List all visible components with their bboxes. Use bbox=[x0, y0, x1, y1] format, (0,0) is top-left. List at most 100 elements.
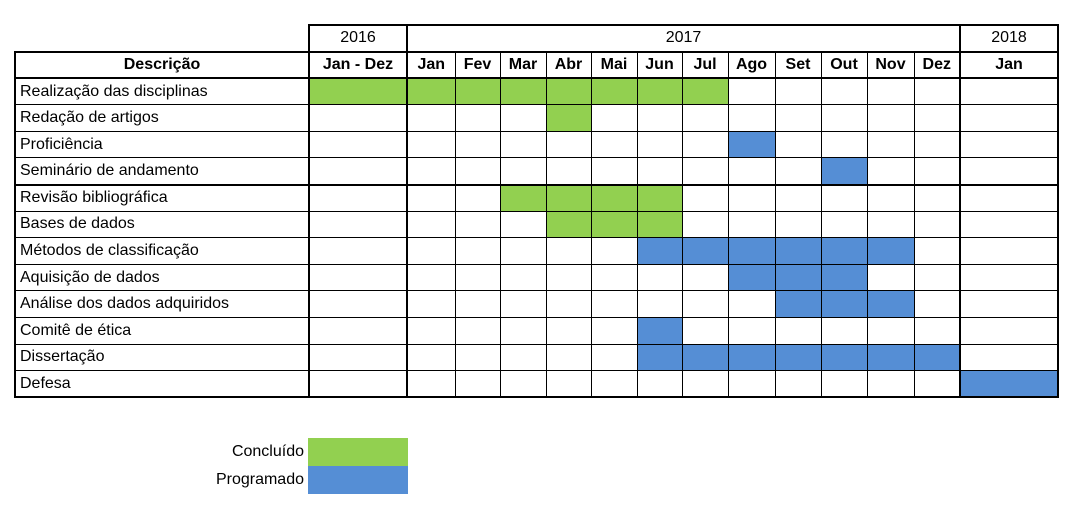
task-cell bbox=[454, 130, 501, 159]
task-cell bbox=[454, 317, 501, 345]
schedule-table: 2016 2017 2018 Descrição Jan - Dez Jan Fev Mar A… bbox=[14, 24, 1059, 399]
month-header-cell: Fev bbox=[454, 51, 501, 80]
task-bar-programado bbox=[820, 263, 868, 292]
task-bar-concluido bbox=[545, 210, 592, 239]
task-cell bbox=[454, 157, 501, 186]
legend-label: Programado bbox=[215, 471, 304, 488]
task-cell bbox=[727, 104, 776, 132]
task-row: Análise dos dados adquiridos bbox=[14, 290, 1059, 319]
task-cell bbox=[499, 370, 547, 399]
task-bar-concluido bbox=[406, 77, 456, 106]
task-bar-programado bbox=[866, 343, 915, 372]
month-header-cell: Ago bbox=[727, 51, 776, 80]
task-cell bbox=[866, 104, 915, 132]
task-cell bbox=[820, 184, 868, 212]
task-row: Aquisição de dados bbox=[14, 263, 1059, 292]
task-cell bbox=[499, 237, 547, 265]
task-cell bbox=[406, 263, 456, 292]
task-cell bbox=[636, 370, 683, 399]
task-bar-programado bbox=[681, 237, 729, 265]
task-bar-programado bbox=[820, 290, 868, 319]
task-bar-programado bbox=[774, 290, 822, 319]
task-cell bbox=[636, 263, 683, 292]
task-bar-concluido bbox=[545, 104, 592, 132]
task-name: Aquisição de dados bbox=[14, 263, 310, 292]
task-cell bbox=[959, 104, 1059, 132]
task-cell bbox=[959, 343, 1059, 372]
task-cell bbox=[590, 370, 638, 399]
task-bar-concluido bbox=[636, 77, 683, 106]
task-cell bbox=[308, 104, 408, 132]
task-cell bbox=[727, 77, 776, 106]
task-bar-concluido bbox=[545, 77, 592, 106]
task-row: Proficiência bbox=[14, 130, 1059, 159]
task-cell bbox=[913, 184, 961, 212]
legend-swatch-programado bbox=[308, 466, 408, 494]
task-cell bbox=[406, 184, 456, 212]
task-cell bbox=[774, 77, 822, 106]
task-cell bbox=[820, 317, 868, 345]
month-header-cell: Out bbox=[820, 51, 868, 80]
task-cell bbox=[959, 263, 1059, 292]
task-cell bbox=[590, 317, 638, 345]
task-cell bbox=[454, 263, 501, 292]
task-cell bbox=[406, 104, 456, 132]
legend-item-programado: Programado bbox=[192, 466, 408, 494]
task-row: Seminário de andamento bbox=[14, 157, 1059, 186]
task-cell bbox=[636, 130, 683, 159]
task-bar-programado bbox=[727, 263, 776, 292]
task-cell bbox=[913, 130, 961, 159]
task-cell bbox=[499, 157, 547, 186]
task-row: Métodos de classificação bbox=[14, 237, 1059, 265]
task-name: Revisão bibliográfica bbox=[14, 184, 310, 212]
task-cell bbox=[590, 263, 638, 292]
task-cell bbox=[499, 290, 547, 319]
task-bar-programado bbox=[866, 290, 915, 319]
task-cell bbox=[820, 370, 868, 399]
task-bar-programado bbox=[774, 237, 822, 265]
task-cell bbox=[590, 237, 638, 265]
task-row: Realização das disciplinas bbox=[14, 77, 1059, 106]
task-cell bbox=[866, 130, 915, 159]
task-bar-concluido bbox=[499, 77, 547, 106]
task-cell bbox=[727, 370, 776, 399]
task-cell bbox=[959, 290, 1059, 319]
task-cell bbox=[727, 157, 776, 186]
task-cell bbox=[913, 370, 961, 399]
task-bar-programado bbox=[774, 343, 822, 372]
month-header-cell: Mar bbox=[499, 51, 547, 80]
task-cell bbox=[913, 237, 961, 265]
legend: Concluído Programado bbox=[192, 438, 408, 494]
task-cell bbox=[308, 263, 408, 292]
task-bar-programado bbox=[727, 130, 776, 159]
task-cell bbox=[913, 77, 961, 106]
task-cell bbox=[866, 184, 915, 212]
legend-item-concluido: Concluído bbox=[192, 438, 408, 466]
task-name: Defesa bbox=[14, 370, 310, 399]
month-header-cell: Jun bbox=[636, 51, 683, 80]
task-cell bbox=[820, 104, 868, 132]
task-cell bbox=[774, 130, 822, 159]
year-header-cell: 2017 bbox=[406, 24, 961, 53]
task-name: Proficiência bbox=[14, 130, 310, 159]
task-cell bbox=[454, 237, 501, 265]
task-cell bbox=[454, 290, 501, 319]
task-name: Dissertação bbox=[14, 343, 310, 372]
task-cell bbox=[308, 184, 408, 212]
task-bar-programado bbox=[636, 343, 683, 372]
task-cell bbox=[545, 237, 592, 265]
task-cell bbox=[681, 157, 729, 186]
task-name: Análise dos dados adquiridos bbox=[14, 290, 310, 319]
month-header-cell: Dez bbox=[913, 51, 961, 80]
task-bar-programado bbox=[636, 317, 683, 345]
task-cell bbox=[774, 157, 822, 186]
task-cell bbox=[820, 77, 868, 106]
task-cell bbox=[681, 130, 729, 159]
task-bar-programado bbox=[820, 343, 868, 372]
task-cell bbox=[774, 104, 822, 132]
task-cell bbox=[681, 184, 729, 212]
task-cell bbox=[774, 210, 822, 239]
task-row: Comitê de ética bbox=[14, 317, 1059, 345]
month-header-cell: Nov bbox=[866, 51, 915, 80]
task-name: Realização das disciplinas bbox=[14, 77, 310, 106]
